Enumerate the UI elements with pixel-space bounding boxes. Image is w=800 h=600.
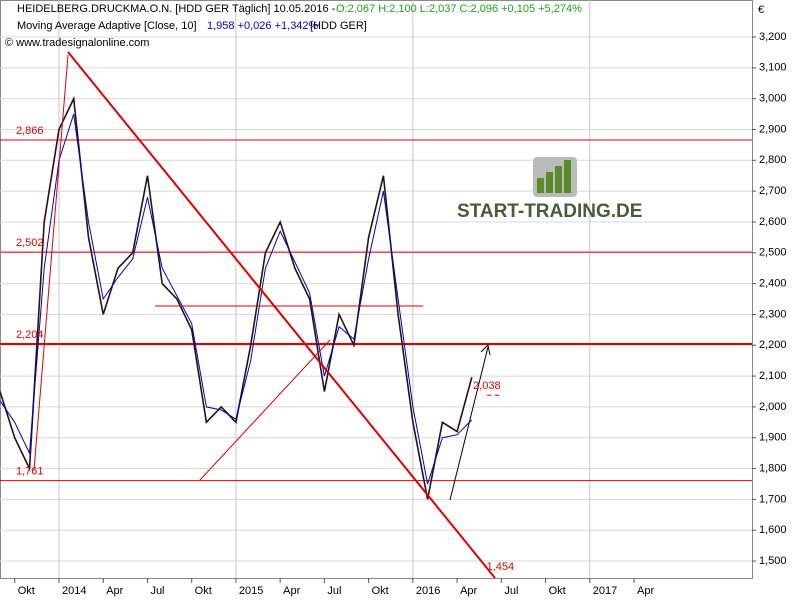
trend-line (67, 51, 496, 579)
trend-line (199, 339, 331, 481)
y-tick-label: 2,300 (759, 308, 787, 320)
arrow (449, 343, 491, 501)
plot-area (0, 0, 753, 579)
grid (0, 0, 756, 583)
x-tick-label: Okt (18, 585, 35, 597)
level-label: 1,761 (16, 465, 44, 477)
ma-suffix: [HDD GER] (310, 20, 367, 32)
y-tick-label: 2,700 (759, 185, 787, 197)
x-tick-label: Jul (150, 585, 164, 597)
x-tick-label: Jul (327, 585, 341, 597)
x-tick-label: 2015 (239, 585, 263, 597)
y-tick-label: 1,800 (759, 462, 787, 474)
level-label: 2,502 (16, 237, 44, 249)
series-line (0, 113, 473, 485)
x-tick-label: Okt (195, 585, 212, 597)
x-tick-label: Okt (549, 585, 566, 597)
x-tick-label: Apr (106, 585, 123, 597)
y-tick-label: 2,100 (759, 370, 787, 382)
y-tick-label: 1,600 (759, 524, 787, 536)
x-tick-label: Jul (504, 585, 518, 597)
x-tick-label: 2014 (62, 585, 86, 597)
x-tick-label: Apr (283, 585, 300, 597)
marks (0, 95, 752, 500)
y-tick-label: 2,600 (759, 216, 787, 228)
target-label: 1,454 (487, 561, 515, 573)
currency: € (758, 4, 764, 16)
y-tick-label: 3,100 (759, 62, 787, 74)
series-line (0, 95, 473, 500)
level-label: 2,204 (16, 329, 44, 341)
ma-quote: 1,958 +0,026 +1,342% (207, 20, 319, 32)
level-label: 2,038 (473, 380, 501, 392)
y-tick-label: 1,500 (759, 555, 787, 567)
quote: O:2,067 H:2,100 L:2,037 C:2,096 +0,105 +… (336, 3, 582, 15)
y-tick-label: 2,000 (759, 401, 787, 413)
series-name: HEIDELBERG.DRUCKMA.O.N. [HDD GER Täglich… (17, 3, 336, 15)
y-tick-label: 2,900 (759, 123, 787, 135)
labels: 1,500 1,600 1,700 1,800 1,900 2,000 2,100 2,200… (16, 31, 787, 597)
y-tick-label: 1,700 (759, 493, 787, 505)
x-tick-label: Apr (637, 585, 654, 597)
y-tick-label: 3,000 (759, 93, 787, 105)
series-name: Moving Average Adaptive [Close, 10] (17, 20, 197, 32)
y-tick-label: 2,400 (759, 278, 787, 290)
x-tick-label: Apr (460, 585, 477, 597)
y-tick-label: 2,200 (759, 339, 787, 351)
trend-line (33, 54, 69, 471)
logo-icon (533, 157, 577, 197)
logo-text: START-TRADING.DE (457, 201, 642, 222)
y-tick-label: 1,900 (759, 432, 787, 444)
y-tick-label: 3,200 (759, 31, 787, 43)
x-tick-label: 2016 (416, 585, 440, 597)
y-tick-label: 2,800 (759, 154, 787, 166)
x-tick-label: 2017 (593, 585, 617, 597)
trend-lines (33, 51, 496, 579)
y-tick-label: 2,500 (759, 247, 787, 259)
source: © www.tradesignalonline.com (5, 37, 149, 49)
x-tick-label: Okt (372, 585, 389, 597)
level-label: 2,866 (16, 125, 44, 137)
